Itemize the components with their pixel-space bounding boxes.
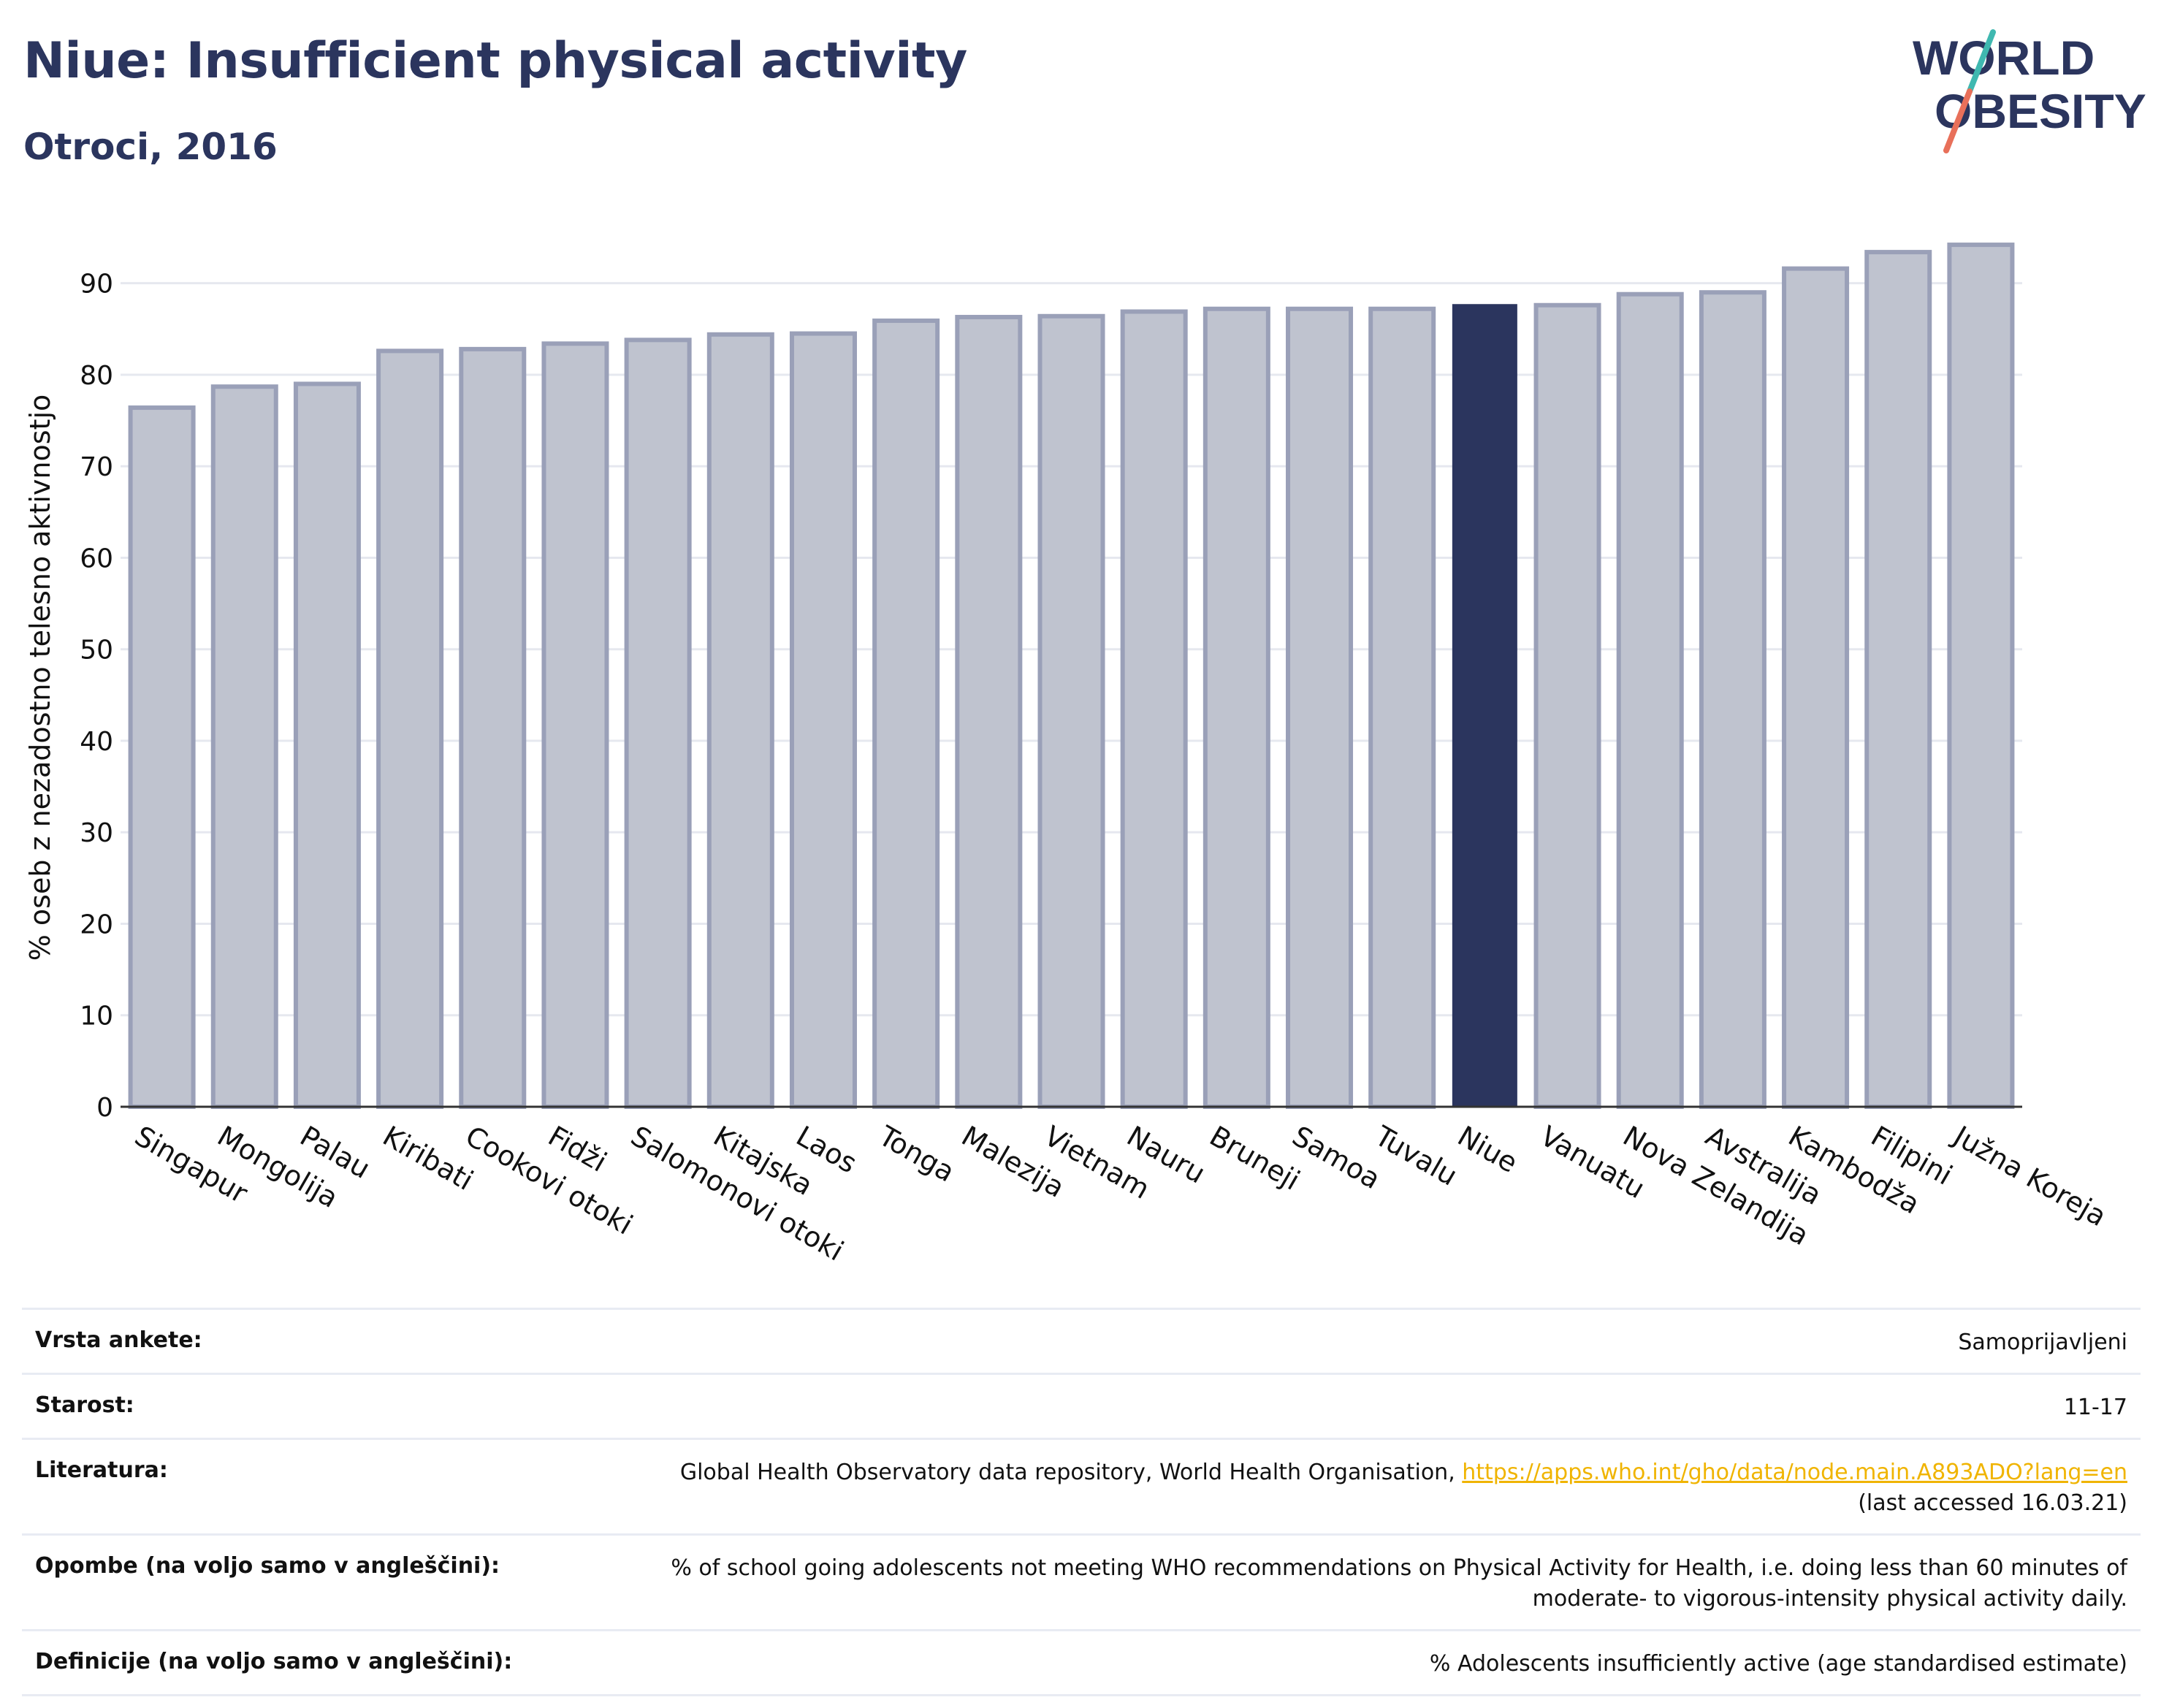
- literature-accessed: (last accessed 16.03.21): [1858, 1490, 2127, 1516]
- bar-tuvalu: [1368, 306, 1436, 1109]
- literature-link[interactable]: https://apps.who.int/gho/data/node.main.…: [1462, 1460, 2127, 1485]
- bar-filipini: [1864, 250, 1932, 1109]
- y-tick-label: 90: [80, 270, 113, 300]
- meta-label: Starost:: [35, 1392, 134, 1418]
- chart-bars: [128, 243, 2015, 1110]
- bar-laos: [789, 331, 857, 1110]
- bar-singapur: [128, 405, 196, 1109]
- meta-value: % of school going adolescents not meetin…: [671, 1553, 2127, 1614]
- meta-label: Vrsta ankete:: [35, 1327, 202, 1353]
- meta-row-definitions: Definicije (na voljo samo v angleščini):…: [22, 1629, 2141, 1696]
- bar-nauru: [1120, 309, 1188, 1110]
- y-tick-label: 80: [80, 361, 113, 391]
- page-title: Niue: Insufficient physical activity: [23, 32, 967, 90]
- y-tick-label: 60: [80, 544, 113, 573]
- y-tick-label: 30: [80, 818, 113, 848]
- bar-tonga: [872, 319, 940, 1109]
- bar-južna-koreja: [1947, 243, 2015, 1110]
- bar-fidži: [541, 341, 609, 1110]
- literature-text: Global Health Observatory data repositor…: [679, 1460, 1463, 1485]
- meta-label: Definicije (na voljo samo v angleščini):: [35, 1649, 513, 1674]
- bar-bruneji: [1203, 306, 1270, 1109]
- y-tick-label: 20: [80, 910, 113, 939]
- meta-row-notes: Opombe (na voljo samo v angleščini): % o…: [22, 1533, 2141, 1629]
- bar-avstralija: [1699, 290, 1766, 1109]
- bar-kiribati: [376, 348, 444, 1110]
- bar-chart: 0 10 20 30 40 50 60 70 80 90 SingapurMongolijaPal…: [24, 243, 2112, 1267]
- meta-row-survey-type: Vrsta ankete: Samoprijavljeni: [22, 1308, 2141, 1373]
- notes-line-1: % of school going adolescents not meetin…: [671, 1555, 2127, 1581]
- meta-label: Literatura:: [35, 1457, 168, 1483]
- meta-value: % Adolescents insufficiently active (age…: [1429, 1651, 2127, 1677]
- bar-vietnam: [1037, 313, 1105, 1109]
- x-tick-label: Bruneji: [1204, 1120, 1305, 1197]
- bar-kambodža: [1782, 266, 1850, 1109]
- x-tick-label: Tonga: [873, 1119, 960, 1188]
- bar-salomonovi-otoki: [624, 338, 692, 1109]
- meta-value: Global Health Observatory data repositor…: [680, 1457, 2127, 1519]
- y-tick-label: 50: [80, 636, 113, 666]
- x-tick-label: Južna Koreja: [1947, 1119, 2112, 1233]
- y-tick-label: 70: [80, 452, 113, 482]
- x-tick-label: Samoa: [1287, 1120, 1386, 1196]
- bar-malezija: [955, 315, 1023, 1110]
- meta-value: Samoprijavljeni: [1958, 1330, 2127, 1355]
- bar-samoa: [1286, 306, 1354, 1109]
- bar-cookovi-otoki: [459, 346, 527, 1109]
- bar-mongolija: [210, 384, 278, 1109]
- bar-niue: [1452, 304, 1517, 1108]
- meta-value: 11-17: [2063, 1395, 2127, 1420]
- x-tick-label: Kiribati: [378, 1120, 479, 1197]
- x-tick-label: Tuvalu: [1369, 1119, 1463, 1192]
- meta-row-age: Starost: 11-17: [22, 1373, 2141, 1438]
- y-axis-label: % oseb z nezadostno telesno aktivnostjo: [24, 394, 56, 961]
- y-tick-label: 40: [80, 727, 113, 757]
- meta-row-literature: Literatura: Global Health Observatory da…: [22, 1438, 2141, 1533]
- page-subtitle: Otroci, 2016: [23, 126, 278, 168]
- bar-nova-zelandija: [1616, 291, 1684, 1110]
- bar-vanuatu: [1533, 302, 1601, 1109]
- metadata-table: Vrsta ankete: Samoprijavljeni Starost: 1…: [22, 1308, 2141, 1696]
- y-axis-ticks: 0 10 20 30 40 50 60 70 80 90: [80, 270, 113, 1123]
- bar-palau: [293, 381, 361, 1109]
- y-tick-label: 10: [80, 1002, 113, 1032]
- bar-kitajska: [706, 332, 774, 1110]
- logo-line-1: WORLD: [1913, 31, 2095, 85]
- meta-label: Opombe (na voljo samo v angleščini):: [35, 1553, 500, 1579]
- notes-line-2: moderate- to vigorous-intensity physical…: [1532, 1586, 2127, 1612]
- y-tick-label: 0: [96, 1093, 113, 1123]
- world-obesity-logo: WORLD OBESITY: [1913, 29, 2146, 153]
- x-tick-label: Niue: [1452, 1120, 1523, 1179]
